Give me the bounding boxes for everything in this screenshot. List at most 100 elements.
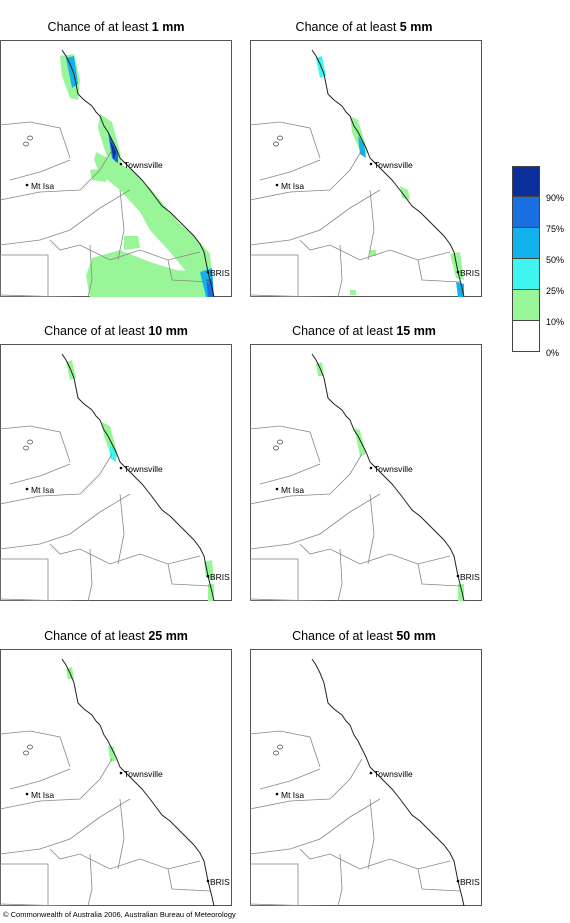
city-marker bbox=[206, 574, 210, 578]
district-boundary bbox=[0, 121, 71, 159]
city-marker bbox=[369, 771, 373, 775]
map-frame bbox=[250, 649, 482, 906]
district-boundary bbox=[250, 730, 321, 768]
district-boundary bbox=[9, 159, 71, 181]
rain-probability-area bbox=[458, 584, 464, 601]
panel-title-5mm: Chance of at least 5 mm bbox=[295, 20, 433, 34]
city-label-mt-isa: Mt Isa bbox=[31, 485, 54, 495]
city-label-townsville: Townsville bbox=[124, 160, 163, 170]
legend-label-50: 50% bbox=[546, 255, 565, 265]
city-marker bbox=[119, 771, 123, 775]
district-boundary bbox=[250, 189, 381, 246]
lake bbox=[23, 141, 29, 147]
lake bbox=[273, 141, 279, 147]
city-marker bbox=[369, 466, 373, 470]
panel-title-15mm: Chance of at least 15 mm bbox=[292, 324, 436, 338]
legend-label-90: 90% bbox=[546, 193, 565, 203]
district-boundary bbox=[9, 463, 71, 485]
city-label-townsville: Townsville bbox=[374, 769, 413, 779]
city-marker bbox=[456, 574, 460, 578]
legend-label-25: 25% bbox=[546, 286, 565, 296]
inset-box bbox=[0, 863, 49, 906]
city-marker bbox=[119, 466, 123, 470]
district-boundary bbox=[250, 598, 331, 601]
inset-box bbox=[0, 558, 49, 601]
coastline bbox=[61, 658, 215, 906]
city-label-mt-isa: Mt Isa bbox=[281, 790, 304, 800]
map-panel-1mm: Townsville Mt Isa BRIS bbox=[0, 40, 232, 297]
district-boundary bbox=[259, 159, 321, 181]
map-frame bbox=[250, 344, 482, 601]
district-boundary bbox=[117, 798, 125, 870]
district-boundary bbox=[250, 294, 331, 297]
lake bbox=[27, 744, 33, 750]
panel-title-10mm: Chance of at least 10 mm bbox=[44, 324, 188, 338]
legend-swatch-50 bbox=[512, 227, 540, 259]
district-boundary bbox=[250, 798, 381, 855]
rain-probability-area bbox=[86, 250, 206, 297]
inset-box bbox=[250, 254, 299, 297]
district-boundary bbox=[117, 493, 125, 565]
rain-probability-area bbox=[110, 444, 116, 462]
legend-swatch-75 bbox=[512, 196, 540, 228]
district-boundary bbox=[0, 758, 113, 810]
district-boundary bbox=[250, 903, 331, 906]
district-boundary bbox=[0, 598, 81, 601]
city-label-brisbane: BRIS bbox=[210, 268, 230, 278]
lake bbox=[23, 750, 29, 756]
city-label-townsville: Townsville bbox=[124, 464, 163, 474]
rain-probability-area bbox=[90, 168, 108, 182]
city-label-brisbane: BRIS bbox=[460, 572, 480, 582]
district-boundary bbox=[0, 493, 131, 550]
copyright-notice: © Commonwealth of Australia 2006, Austra… bbox=[3, 910, 236, 919]
rain-probability-area bbox=[400, 186, 410, 200]
rain-probability-area bbox=[350, 290, 356, 295]
district-boundary bbox=[250, 453, 363, 505]
lake bbox=[23, 445, 29, 451]
city-label-mt-isa: Mt Isa bbox=[31, 181, 54, 191]
coastline bbox=[61, 353, 215, 601]
city-label-townsville: Townsville bbox=[374, 464, 413, 474]
city-label-brisbane: BRIS bbox=[460, 877, 480, 887]
rain-probability-area bbox=[94, 152, 214, 297]
coastline bbox=[311, 658, 465, 906]
district-boundary bbox=[117, 189, 125, 261]
city-label-townsville: Townsville bbox=[124, 769, 163, 779]
district-boundary bbox=[250, 425, 321, 463]
city-marker bbox=[275, 487, 279, 491]
map-panel-5mm: Townsville Mt Isa BRIS bbox=[250, 40, 482, 297]
district-boundary bbox=[167, 259, 211, 283]
coastline bbox=[311, 49, 465, 297]
lake bbox=[27, 135, 33, 141]
district-boundary bbox=[250, 149, 363, 201]
city-label-mt-isa: Mt Isa bbox=[31, 790, 54, 800]
map-panel-25mm: Townsville Mt Isa BRIS bbox=[0, 649, 232, 906]
district-boundary bbox=[0, 425, 71, 463]
rain-probability-area bbox=[204, 560, 214, 580]
district-boundary bbox=[49, 543, 201, 565]
district-boundary bbox=[337, 853, 343, 906]
city-label-townsville: Townsville bbox=[374, 160, 413, 170]
district-boundary bbox=[259, 768, 321, 790]
city-label-brisbane: BRIS bbox=[460, 268, 480, 278]
map-panel-10mm: Townsville Mt Isa BRIS bbox=[0, 344, 232, 601]
city-label-mt-isa: Mt Isa bbox=[281, 181, 304, 191]
district-boundary bbox=[167, 563, 211, 587]
district-boundary bbox=[49, 848, 201, 870]
legend-label-10: 10% bbox=[546, 317, 565, 327]
coastline bbox=[311, 353, 465, 601]
inset-box bbox=[250, 558, 299, 601]
rain-probability-area bbox=[206, 278, 214, 297]
inset-box bbox=[250, 863, 299, 906]
legend-label-75: 75% bbox=[546, 224, 565, 234]
district-boundary bbox=[337, 548, 343, 601]
legend-swatch-10 bbox=[512, 289, 540, 321]
city-marker bbox=[275, 183, 279, 187]
rain-probability-area bbox=[124, 236, 140, 250]
rain-probability-area bbox=[370, 250, 376, 256]
city-marker bbox=[206, 270, 210, 274]
district-boundary bbox=[299, 848, 451, 870]
district-boundary bbox=[337, 244, 343, 297]
district-boundary bbox=[0, 798, 131, 855]
map-panel-50mm: Townsville Mt Isa BRIS bbox=[250, 649, 482, 906]
